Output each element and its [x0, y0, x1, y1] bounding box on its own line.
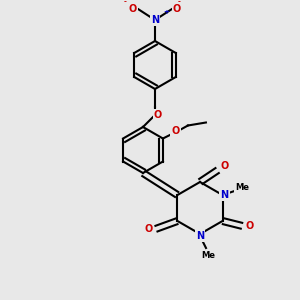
- Text: -: -: [124, 0, 127, 5]
- Text: O: O: [221, 161, 229, 171]
- Text: O: O: [129, 4, 137, 14]
- Text: N: N: [196, 231, 204, 241]
- Text: Me: Me: [236, 182, 250, 191]
- Text: -: -: [178, 0, 181, 5]
- Text: O: O: [172, 127, 180, 136]
- Text: O: O: [173, 4, 181, 14]
- Text: Me: Me: [201, 251, 215, 260]
- Text: +: +: [163, 9, 169, 15]
- Text: N: N: [151, 15, 159, 25]
- Text: O: O: [144, 224, 153, 234]
- Text: N: N: [220, 190, 229, 200]
- Text: O: O: [245, 221, 253, 231]
- Text: O: O: [154, 110, 162, 120]
